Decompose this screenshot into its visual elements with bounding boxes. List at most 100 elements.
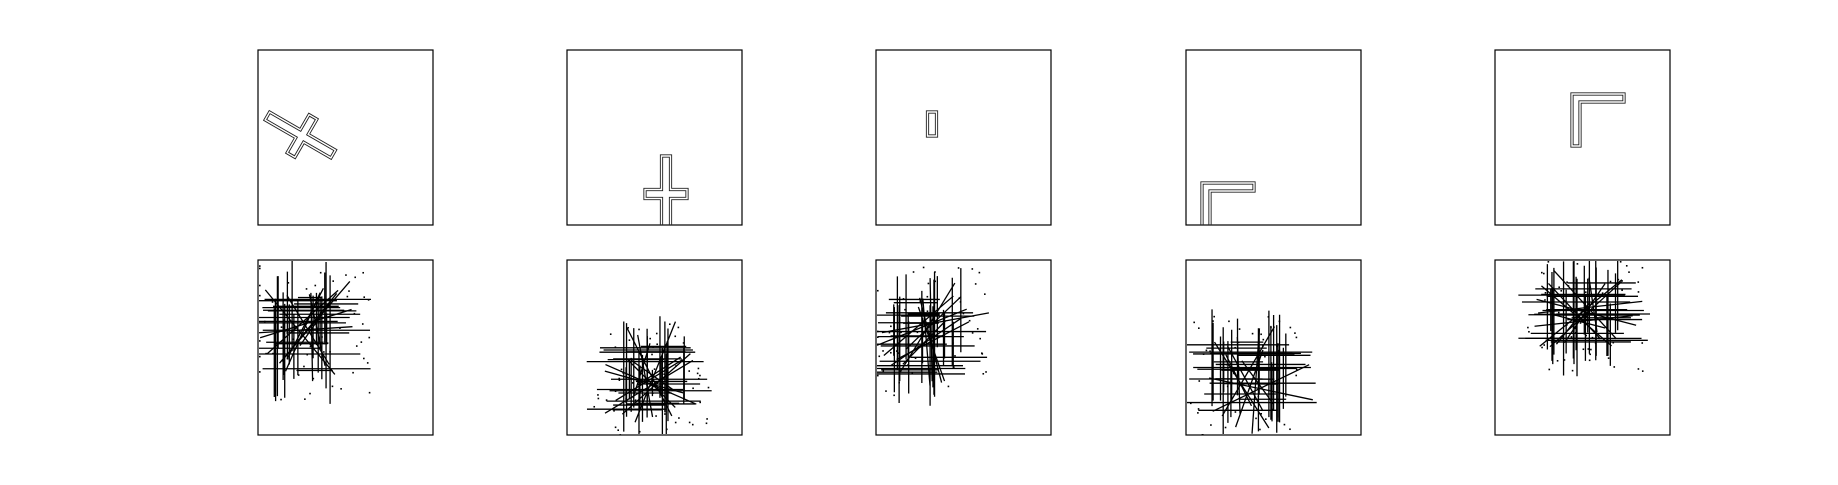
cluster-line bbox=[1208, 377, 1313, 401]
cluster-dot bbox=[691, 423, 694, 426]
cluster-dot bbox=[1271, 408, 1273, 411]
cluster-dot bbox=[1607, 357, 1610, 359]
cluster-line bbox=[626, 327, 673, 417]
cluster-dot bbox=[1571, 369, 1574, 372]
cluster-dot bbox=[332, 280, 335, 282]
cluster-dot bbox=[1265, 418, 1267, 420]
cluster-dot bbox=[900, 331, 902, 334]
corner-shape bbox=[1200, 181, 1256, 225]
cluster-dot bbox=[926, 310, 929, 313]
cluster-dot bbox=[1234, 411, 1237, 413]
cluster-line bbox=[1549, 281, 1622, 348]
cluster-dot bbox=[314, 284, 317, 287]
cluster-dot bbox=[706, 418, 708, 420]
cluster-dot bbox=[622, 372, 624, 374]
cluster-dot bbox=[912, 271, 915, 273]
cluster-dot bbox=[890, 351, 892, 354]
cluster-dot bbox=[1588, 359, 1591, 362]
cluster-dot bbox=[655, 332, 658, 335]
cluster-line bbox=[1221, 326, 1276, 417]
cluster-line bbox=[615, 359, 683, 401]
cluster-dot bbox=[1553, 339, 1556, 342]
panel-top-rotated-cross bbox=[257, 49, 434, 226]
cluster-dot bbox=[978, 271, 981, 274]
cluster-dot bbox=[1552, 314, 1555, 317]
cluster-dot bbox=[652, 346, 654, 349]
cluster-dot bbox=[1594, 342, 1597, 345]
line-cluster bbox=[876, 266, 990, 406]
cluster-dot bbox=[1563, 359, 1566, 361]
cluster-dot bbox=[1234, 346, 1236, 349]
cluster-dot bbox=[1544, 291, 1547, 294]
cluster-dot bbox=[877, 374, 879, 377]
cluster-line bbox=[310, 292, 314, 382]
cluster-dot bbox=[707, 386, 710, 389]
cross-shape bbox=[262, 109, 338, 161]
cluster-dot bbox=[353, 312, 356, 315]
cluster-dot bbox=[286, 357, 289, 360]
cluster-line bbox=[1555, 302, 1591, 345]
panel-bottom-noisy-pattern-5 bbox=[1494, 259, 1671, 436]
cluster-dot bbox=[1295, 336, 1298, 339]
cluster-dot bbox=[907, 364, 909, 366]
cluster-dot bbox=[1189, 402, 1192, 405]
cluster-dot bbox=[319, 271, 322, 274]
cluster-dot bbox=[293, 327, 296, 330]
cluster-dot bbox=[326, 342, 329, 344]
cluster-dot bbox=[651, 353, 653, 356]
cluster-dot bbox=[1198, 327, 1200, 329]
cluster-line bbox=[881, 312, 990, 334]
cluster-dot bbox=[366, 362, 369, 364]
cluster-dot bbox=[1254, 378, 1257, 381]
cluster-dot bbox=[303, 365, 305, 368]
cluster-dot bbox=[962, 312, 965, 315]
cluster-dot bbox=[958, 297, 961, 300]
cluster-dot bbox=[1637, 281, 1640, 283]
cluster-dot bbox=[1641, 266, 1644, 269]
cluster-dot bbox=[614, 346, 617, 349]
cluster-dot bbox=[639, 408, 642, 411]
cluster-dot bbox=[309, 392, 311, 395]
cluster-dot bbox=[653, 368, 656, 370]
cluster-dot bbox=[363, 296, 366, 298]
cluster-dot bbox=[360, 341, 363, 343]
cluster-dot bbox=[1225, 409, 1227, 411]
panel-bottom-noisy-pattern-1 bbox=[257, 259, 434, 436]
cluster-line bbox=[1563, 283, 1606, 344]
cluster-dot bbox=[259, 371, 261, 373]
cluster-dot bbox=[1587, 348, 1590, 350]
cluster-dot bbox=[674, 421, 677, 424]
cluster-dot bbox=[1613, 366, 1616, 368]
panel-frame bbox=[1494, 49, 1671, 226]
cluster-line bbox=[264, 289, 336, 375]
cluster-dot bbox=[309, 345, 312, 348]
cluster-dot bbox=[668, 323, 671, 326]
corner-shape bbox=[1570, 92, 1626, 148]
cluster-dot bbox=[675, 365, 677, 367]
cluster-dot bbox=[663, 373, 665, 376]
cluster-dot bbox=[1276, 363, 1279, 365]
cluster-line bbox=[1553, 269, 1617, 340]
cluster-dot bbox=[882, 350, 884, 352]
cluster-dot bbox=[699, 401, 701, 404]
cluster-dot bbox=[646, 389, 649, 392]
cluster-dot bbox=[1210, 424, 1212, 426]
panel-top-upright-cross bbox=[566, 49, 743, 226]
cluster-dot bbox=[954, 355, 956, 357]
cluster-dot bbox=[1591, 336, 1594, 339]
panel-frame bbox=[1185, 49, 1362, 226]
cluster-dot bbox=[362, 271, 364, 274]
cluster-dot bbox=[1226, 385, 1229, 388]
cluster-line bbox=[1541, 285, 1612, 347]
cluster-dot bbox=[926, 295, 929, 298]
cluster-line bbox=[1537, 300, 1643, 314]
cluster-dot bbox=[664, 413, 666, 415]
cluster-dot bbox=[981, 353, 984, 355]
cluster-dot bbox=[902, 298, 905, 300]
cluster-dot bbox=[952, 342, 954, 344]
cluster-dot bbox=[640, 369, 643, 372]
cluster-dot bbox=[593, 405, 596, 408]
cluster-line bbox=[1241, 360, 1274, 405]
cluster-dot bbox=[272, 352, 274, 355]
